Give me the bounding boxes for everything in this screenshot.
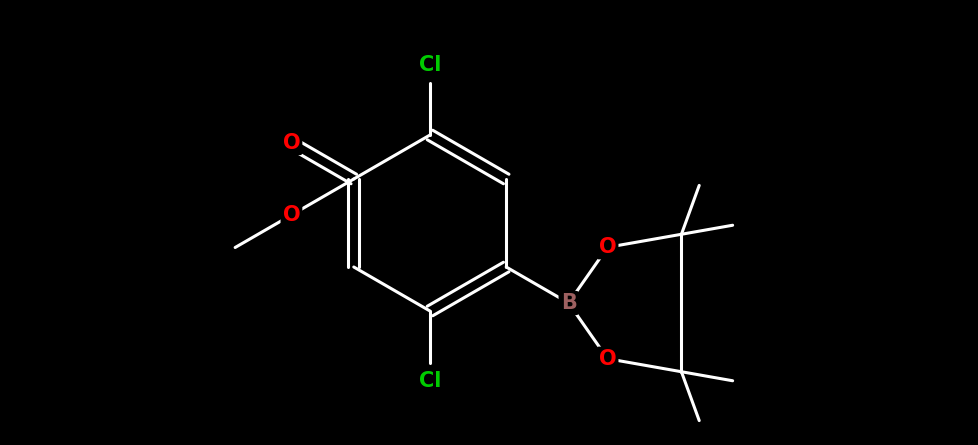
Text: O: O (283, 133, 300, 153)
Text: O: O (283, 205, 300, 225)
Text: B: B (560, 293, 576, 313)
Text: O: O (599, 237, 616, 257)
Text: Cl: Cl (419, 55, 441, 75)
Text: Cl: Cl (419, 371, 441, 391)
Text: O: O (599, 349, 616, 369)
